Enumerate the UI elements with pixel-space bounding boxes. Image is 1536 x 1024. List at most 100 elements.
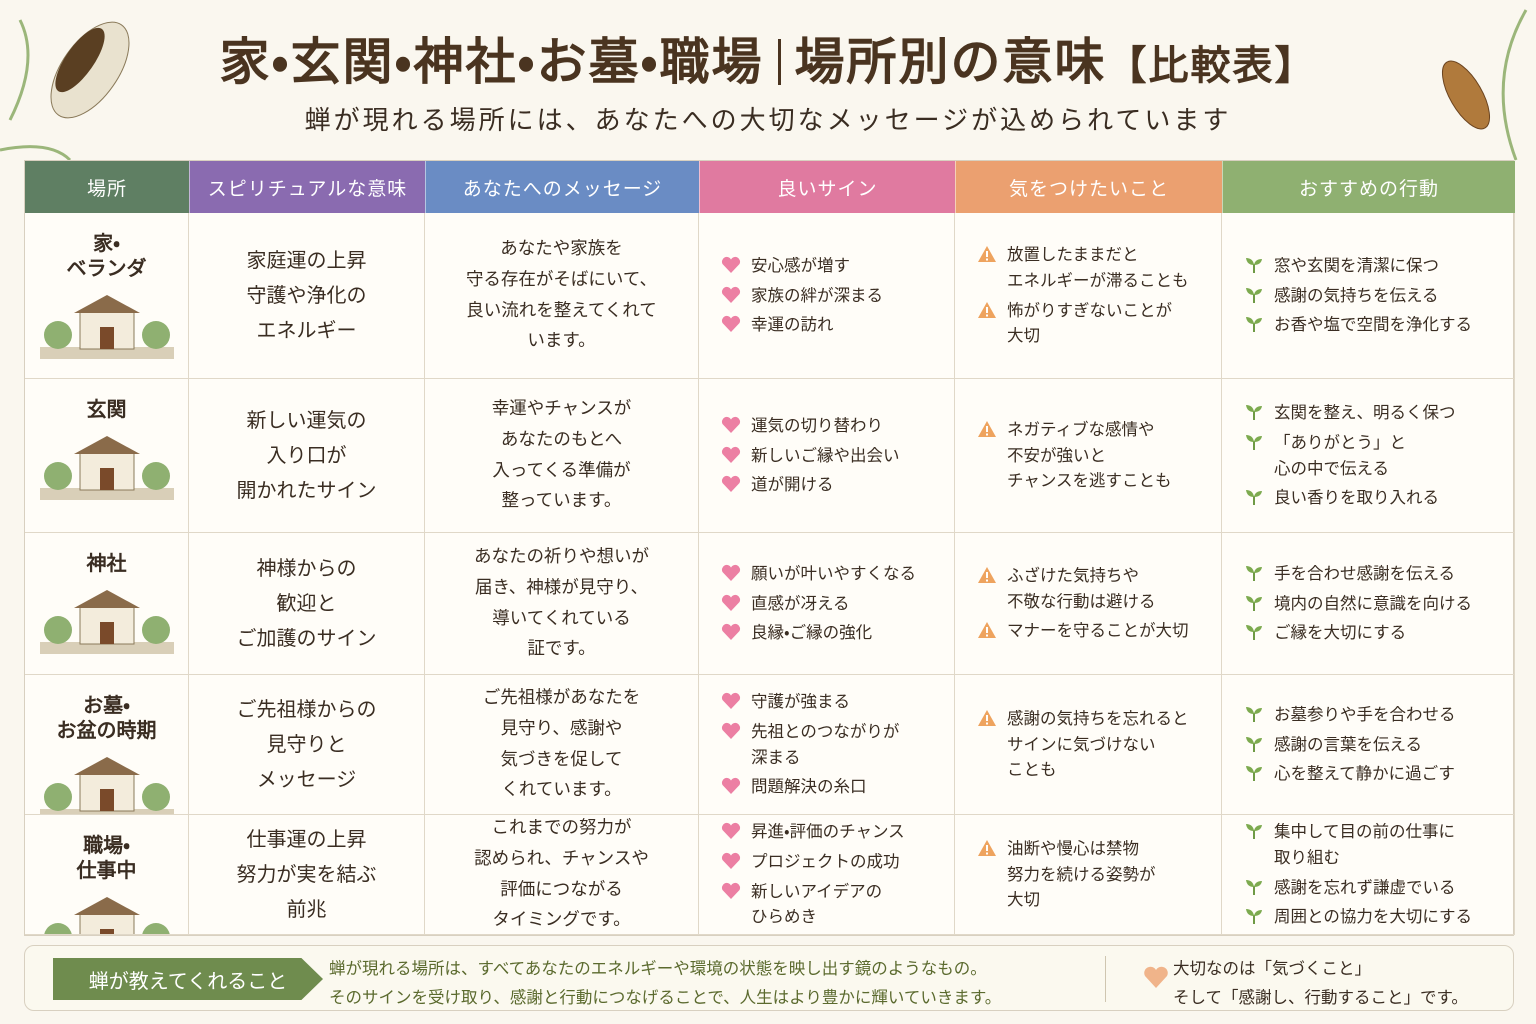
place-label: お墓・ お盆の時期 (56, 693, 157, 742)
sprout-icon (1246, 879, 1262, 895)
column-header: 気をつけたいこと (955, 161, 1222, 213)
good-sign-cell: 昇進・評価のチャンス プロジェクトの成功 新しいアイデアの ひらめき (699, 815, 955, 935)
caution-cell: 油断や慢心は禁物 努力を続ける姿勢が 大切 (955, 815, 1222, 935)
heart-item: 守護が強まる (721, 689, 850, 715)
heart-text: 運気の切り替わり (751, 416, 883, 436)
good-sign-cell: 安心感が増す家族の絆が深まる 幸運の訪れ (699, 213, 955, 379)
sprout-text: 手を合わせ感謝を伝える (1274, 564, 1456, 584)
warn-icon (978, 622, 996, 639)
caution-cell: ネガティブな感情や 不安が強いと チャンスを逃すことも (955, 379, 1222, 533)
sprout-text: 境内の自然に意識を向ける (1274, 593, 1472, 613)
subtitle: 蝉が現れる場所には、あなたへの大切なメッセージが込められています (304, 106, 1232, 136)
heart-text: 先祖とのつながりが 深まる (751, 721, 900, 767)
action-cell: 窓や玄関を清潔に保つ 感謝の気持ちを伝える お香や塩で空間を浄化する (1222, 213, 1515, 379)
heart-item: 家族の絆が深まる (721, 283, 883, 309)
heart-item: 新しいご縁や出会い (721, 443, 900, 469)
heart-icon (721, 823, 741, 840)
sprout-icon (1246, 258, 1262, 274)
sprout-item: 集中して目の前の仕事に 取り組む (1244, 819, 1455, 870)
warn-item: 感謝の気持ちを忘れると サインに気づけない ことも (977, 706, 1189, 783)
warn-item: ふざけた気持ちや 不敬な行動は避ける (977, 563, 1156, 614)
heart-icon (721, 882, 741, 899)
footer-text: 蝉が現れる場所は、すべてあなたのエネルギーや環境の状態を映し出す鏡のようなもの。… (329, 959, 1002, 1007)
heart-icon (721, 316, 741, 333)
footer: 蝉が教えてくれること 蝉が現れる場所は、すべてあなたのエネルギーや環境の状態を映… (24, 945, 1514, 1011)
column-header: スピリチュアルな意味 (189, 161, 425, 213)
heart-icon (721, 594, 741, 611)
action-cell: 集中して目の前の仕事に 取り組む感謝を忘れず謙虚でいる 周囲との協力を大切にする (1222, 815, 1515, 935)
shell-deco (1441, 9, 1528, 161)
meaning-cell: ご先祖様からの 見守りと メッセージ (189, 675, 425, 815)
column-header: 良いサイン (699, 161, 955, 213)
heart-text: 家族の絆が深まる (751, 285, 883, 305)
message-cell: 幸運やチャンスが あなたのもとへ 入ってくる準備が 整っています。 (425, 379, 699, 533)
sprout-item: 感謝の言葉を伝える (1244, 732, 1422, 758)
sprout-item: 「ありがとう」と 心の中で伝える (1244, 430, 1406, 481)
sprout-item: 周囲との協力を大切にする (1244, 904, 1472, 930)
sprout-item: 感謝を忘れず謙虚でいる (1244, 875, 1456, 901)
sprout-icon (1246, 595, 1262, 611)
comparison-table: 場所 スピリチュアルな意味 あなたへのメッセージ 良いサイン 気をつけたいこと おすすめの… (24, 160, 1515, 936)
warn-text: ふざけた気持ちや 不敬な行動は避ける (1007, 566, 1156, 611)
heart-item: 運気の切り替わり (721, 413, 883, 439)
sprout-icon (1246, 490, 1262, 506)
heart-icon (721, 446, 741, 463)
place-cell: 家・ ベランダ (25, 213, 189, 379)
warn-icon (978, 710, 996, 727)
sprout-item: ご縁を大切にする (1244, 620, 1406, 646)
sprout-text: 集中して目の前の仕事に 取り組む (1274, 822, 1456, 867)
place-label: 神社 (86, 551, 127, 575)
warn-icon (978, 301, 996, 318)
heart-text: 安心感が増す (751, 256, 850, 276)
sprout-icon (1246, 434, 1262, 450)
sprout-icon (1246, 909, 1262, 925)
sprout-text: 良い香りを取り入れる (1274, 488, 1439, 508)
place-illustration (39, 590, 174, 654)
heart-icon (721, 286, 741, 303)
warn-icon (978, 421, 996, 438)
warn-icon (978, 840, 996, 857)
place-illustration (39, 757, 174, 814)
title-tag: 【比較表】 (1106, 42, 1317, 89)
action-cell: お墓参りや手を合わせる 感謝の言葉を伝える 心を整えて静かに過ごす (1222, 675, 1515, 815)
heart-item: 幸運の訪れ (721, 312, 834, 338)
heart-item: 直感が冴える (721, 591, 850, 617)
caution-cell: 放置したままだと エネルギーが滞ることも 怖がりすぎないことが 大切 (955, 213, 1222, 379)
column-header: あなたへのメッセージ (425, 161, 699, 213)
heart-item: 安心感が増す (721, 253, 850, 279)
column-header: 場所 (25, 161, 189, 213)
heart-icon (721, 417, 741, 434)
sprout-icon (1246, 625, 1262, 641)
cicada-deco (0, 19, 130, 162)
heart-item: プロジェクトの成功 (721, 849, 900, 875)
sprout-icon (1246, 287, 1262, 303)
good-sign-cell: 願いが叶いやすくなる 直感が冴える 良縁・ご縁の強化 (699, 533, 955, 675)
heart-item: 道が開ける (721, 472, 834, 498)
warn-item: 油断や慢心は禁物 努力を続ける姿勢が 大切 (977, 836, 1156, 913)
heart-text: 新しいアイデアの ひらめき (751, 881, 883, 927)
heart-icon (721, 693, 741, 710)
heart-icon (721, 852, 741, 869)
title: 家・玄関・神社・お墓・職場 場所別の意味【比較表】 (0, 22, 1536, 94)
place-illustration (39, 436, 174, 500)
sprout-item: 窓や玄関を清潔に保つ (1244, 253, 1439, 279)
warn-item: ネガティブな感情や 不安が強いと チャンスを逃すことも (977, 417, 1172, 494)
sprout-text: お香や塩で空間を浄化する (1274, 315, 1472, 335)
footer-note: 大切なのは「気づくこと」 そして「感謝し、行動すること」です。 (1173, 959, 1468, 1007)
heart-item: 先祖とのつながりが 深まる (721, 719, 899, 770)
sprout-item: 境内の自然に意識を向ける (1244, 591, 1472, 617)
heart-text: 新しいご縁や出会い (751, 445, 900, 465)
heart-text: プロジェクトの成功 (751, 851, 900, 871)
sprout-item: 玄関を整え、明るく保つ (1244, 400, 1456, 426)
heart-icon (1144, 966, 1168, 988)
place-cell: お墓・ お盆の時期 (25, 675, 189, 815)
message-cell: あなたや家族を 守る存在がそばにいて、 良い流れを整えてくれて います。 (425, 213, 699, 379)
place-cell: 玄関 (25, 379, 189, 533)
heart-item: 新しいアイデアの ひらめき (721, 879, 882, 930)
footer-divider (1105, 956, 1106, 1002)
message-cell: これまでの努力が 認められ、チャンスや 評価につながる タイミングです。 (425, 815, 699, 935)
warn-text: 油断や慢心は禁物 努力を続ける姿勢が 大切 (1007, 839, 1156, 910)
warn-item: 怖がりすぎないことが 大切 (977, 298, 1172, 349)
heart-text: 幸運の訪れ (751, 315, 834, 335)
heart-item: 良縁・ご縁の強化 (721, 620, 872, 646)
